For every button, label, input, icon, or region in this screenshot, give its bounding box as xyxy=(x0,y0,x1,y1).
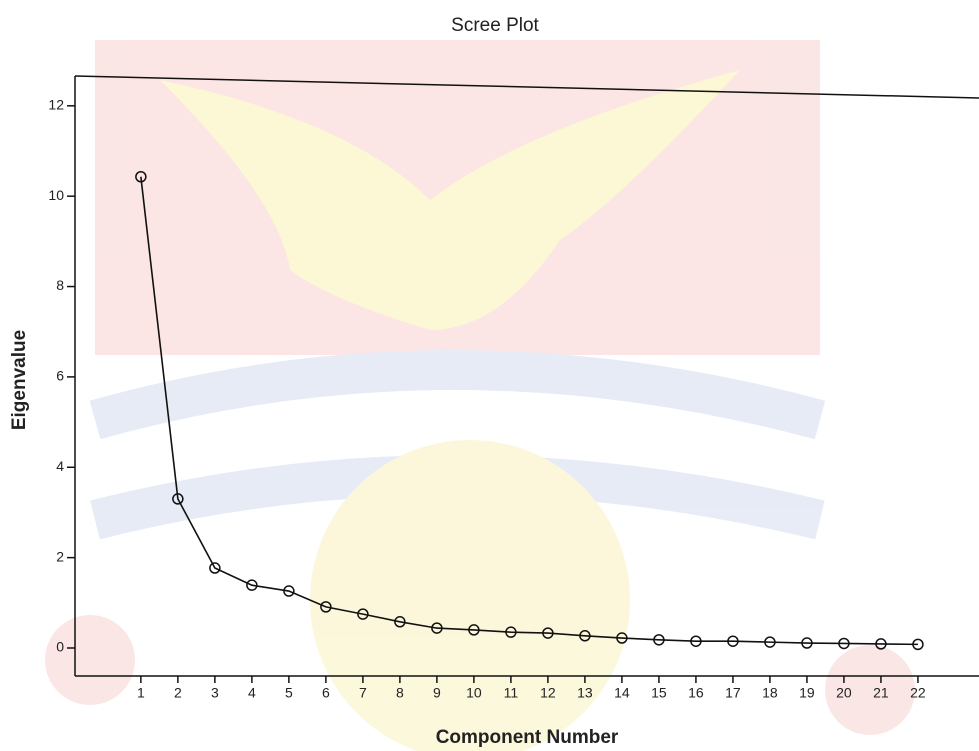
watermark-wave xyxy=(95,370,820,420)
x-tick-label: 13 xyxy=(577,685,593,701)
x-tick-label: 15 xyxy=(651,685,667,701)
y-tick-label: 2 xyxy=(56,548,64,564)
x-tick-label: 6 xyxy=(322,685,330,701)
y-tick-label: 8 xyxy=(56,277,64,293)
watermark-shape xyxy=(45,615,135,705)
x-tick-label: 21 xyxy=(873,685,889,701)
x-axis-title: Component Number xyxy=(436,727,619,748)
x-tick-label: 8 xyxy=(396,685,404,701)
y-tick-label: 10 xyxy=(48,187,64,203)
x-tick-label: 14 xyxy=(614,685,630,701)
x-tick-label: 12 xyxy=(540,685,556,701)
x-tick-label: 17 xyxy=(725,685,741,701)
y-axis-title: Eigenvalue xyxy=(9,330,30,430)
x-tick-label: 20 xyxy=(836,685,852,701)
x-tick-label: 5 xyxy=(285,685,293,701)
x-tick-label: 1 xyxy=(137,685,145,701)
x-tick-label: 2 xyxy=(174,685,182,701)
watermark-circle xyxy=(310,440,630,751)
chart: Scree Plot Component Number Eigenvalue 0… xyxy=(0,0,979,751)
x-tick-label: 22 xyxy=(910,685,926,701)
x-tick-label: 18 xyxy=(762,685,778,701)
y-tick-label: 0 xyxy=(56,639,64,655)
x-tick-label: 7 xyxy=(359,685,367,701)
x-tick-label: 3 xyxy=(211,685,219,701)
y-tick-label: 4 xyxy=(56,458,64,474)
watermark xyxy=(45,40,915,751)
x-tick-label: 9 xyxy=(433,685,441,701)
x-tick-label: 11 xyxy=(504,685,519,701)
x-tick-label: 4 xyxy=(248,685,256,701)
x-tick-label: 10 xyxy=(466,685,482,701)
y-tick-label: 12 xyxy=(48,97,64,113)
x-tick-label: 16 xyxy=(688,685,704,701)
x-tick-label: 19 xyxy=(799,685,815,701)
y-tick-label: 6 xyxy=(56,368,64,384)
chart-title: Scree Plot xyxy=(451,15,539,36)
